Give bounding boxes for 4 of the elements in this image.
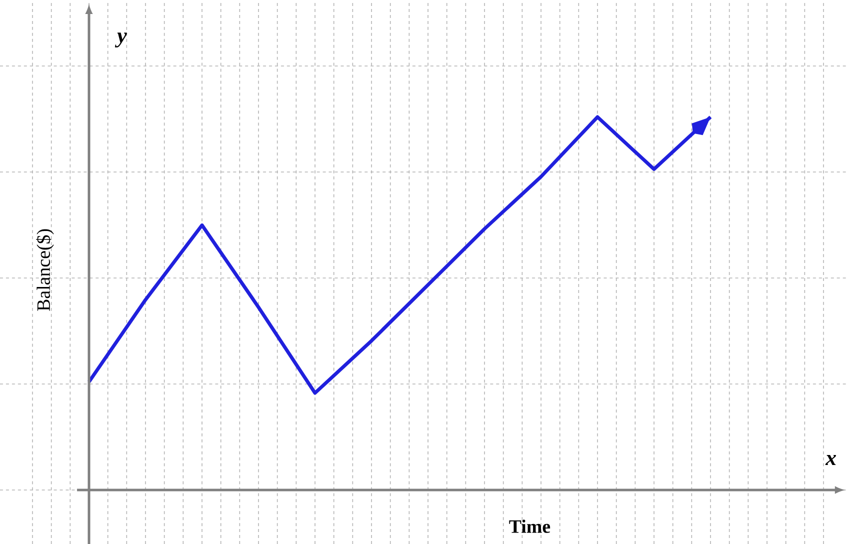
x-axis-title: Time [509, 520, 550, 533]
text: x [825, 454, 836, 466]
y-axis-title: Balance($) [36, 229, 54, 311]
text: y [114, 32, 127, 48]
